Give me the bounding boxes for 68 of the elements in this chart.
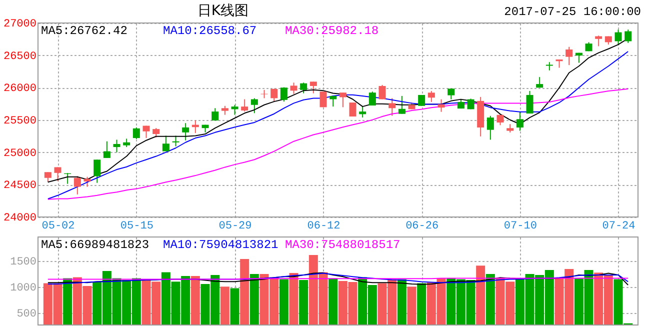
- candlestick: [152, 128, 160, 138]
- candlestick: [231, 104, 238, 116]
- candlestick: [448, 88, 455, 100]
- candlestick: [142, 125, 150, 139]
- text: MA30:25982.18: [285, 24, 379, 38]
- candlestick: [566, 46, 573, 66]
- candlestick: [54, 166, 62, 182]
- x-tick-label: 07-10: [504, 220, 537, 232]
- text: MA5:26762.42: [41, 24, 128, 38]
- candlestick: [516, 111, 524, 132]
- candlestick: [113, 139, 120, 153]
- y-tick-label: 26000: [3, 83, 36, 96]
- x-tick-label: 05-02: [42, 220, 75, 232]
- candlestick: [349, 102, 356, 118]
- candlestick: [438, 98, 445, 112]
- x-tick-label: 05-29: [218, 220, 252, 232]
- candlestick: [398, 95, 406, 114]
- candlestick: [290, 82, 298, 94]
- candlestick: [94, 159, 101, 184]
- text: MA30:75488018517: [285, 238, 400, 252]
- candlestick: [526, 90, 534, 114]
- candlestick: [162, 135, 170, 152]
- text: 2017-07-25 16:00:00: [504, 5, 641, 19]
- candlestick: [241, 98, 248, 112]
- candlestick: [280, 86, 288, 102]
- candlestick: [388, 98, 396, 116]
- candlestick: [320, 91, 327, 108]
- candlestick: [103, 140, 110, 158]
- line-series: [47, 51, 629, 200]
- candlestick: [486, 115, 494, 140]
- y-tick-label: 25000: [3, 148, 36, 160]
- chart-title: 日K线图: [197, 3, 249, 19]
- candlestick: [172, 135, 180, 147]
- candlestick: [595, 35, 602, 47]
- y-tick-label: 500: [16, 308, 36, 321]
- y-tick-label: 26500: [3, 50, 36, 63]
- y-tick-label: 1000: [10, 282, 36, 294]
- x-tick-label: 07-24: [602, 220, 636, 232]
- candlestick: [74, 176, 81, 195]
- x-tick-label: 06-12: [307, 220, 340, 232]
- x-tick-label: 05-15: [120, 220, 154, 232]
- text: MA10:75904813821: [163, 238, 278, 252]
- candlestick: [260, 89, 268, 99]
- candlestick: [212, 108, 219, 121]
- y-tick-label: 25500: [3, 116, 36, 128]
- candlestick: [624, 29, 632, 44]
- candlestick: [132, 126, 140, 140]
- candlestick: [378, 84, 386, 100]
- candlestick: [339, 92, 346, 108]
- candlestick: [84, 176, 91, 188]
- candlestick: [270, 88, 278, 102]
- y-tick-label: 24500: [3, 180, 36, 192]
- text: MA10:26558.67: [163, 24, 257, 38]
- candlestick: [250, 98, 258, 114]
- candlestick: [428, 90, 435, 102]
- candlestick: [44, 172, 52, 183]
- line-series: [47, 88, 629, 200]
- y-tick-label: 1500: [10, 256, 36, 268]
- x-tick-label: 06-26: [406, 220, 439, 232]
- candlestick: [368, 91, 376, 106]
- text: MA5:66989481823: [41, 238, 150, 252]
- candlestick: [359, 105, 366, 118]
- candlestick: [310, 81, 317, 94]
- candlestick: [614, 29, 622, 46]
- y-tick-label: 27000: [3, 18, 36, 30]
- candlestick: [182, 122, 190, 141]
- y-tick-label: 24000: [3, 212, 36, 224]
- candlestick: [300, 82, 308, 94]
